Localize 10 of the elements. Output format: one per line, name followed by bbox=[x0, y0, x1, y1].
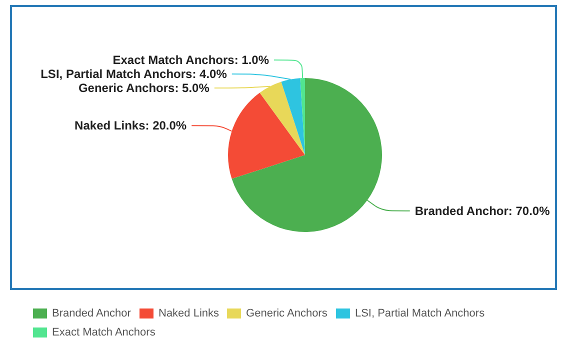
data-label: Exact Match Anchors: 1.0% bbox=[112, 53, 270, 68]
legend-label: Generic Anchors bbox=[246, 308, 328, 320]
data-label: LSI, Partial Match Anchors: 4.0% bbox=[40, 67, 228, 82]
legend-label: LSI, Partial Match Anchors bbox=[354, 308, 486, 320]
legend-label: Exact Match Anchors bbox=[52, 326, 156, 338]
data-label: Branded Anchor: 70.0% bbox=[414, 204, 550, 218]
legend-label: Branded Anchor bbox=[52, 308, 132, 320]
legend-label: Naked Links bbox=[158, 308, 220, 320]
data-label: Generic Anchors: 5.0% bbox=[78, 81, 210, 96]
data-label: Naked Links: 20.0% bbox=[74, 118, 187, 133]
